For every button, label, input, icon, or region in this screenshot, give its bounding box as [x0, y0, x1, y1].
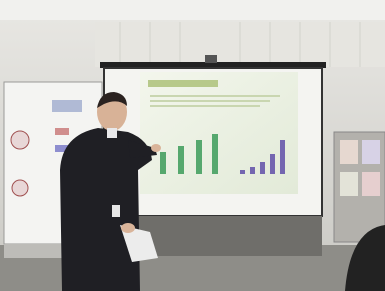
slide-line — [150, 100, 270, 102]
board-writing — [52, 100, 82, 112]
leaflet — [362, 140, 380, 164]
camera — [205, 55, 217, 63]
leaflet — [340, 140, 358, 164]
board-drawing — [12, 180, 28, 196]
slide-heading — [148, 80, 218, 87]
ceiling — [0, 0, 385, 20]
leaflet — [362, 172, 380, 196]
board-writing — [55, 128, 69, 135]
slide — [140, 72, 298, 194]
slide-line — [150, 105, 260, 107]
board-drawing — [11, 131, 29, 149]
blinds — [95, 22, 385, 67]
photo — [0, 0, 385, 291]
slide-line — [150, 95, 280, 97]
leaflet — [340, 172, 358, 196]
